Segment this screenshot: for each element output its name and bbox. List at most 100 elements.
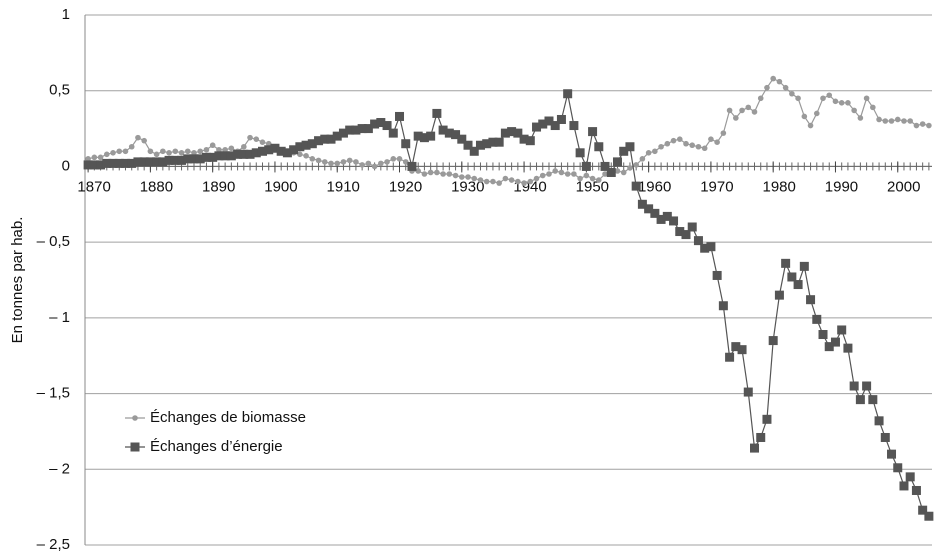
data-point bbox=[183, 154, 193, 164]
x-tick-label: 1970 bbox=[700, 178, 733, 195]
data-point bbox=[340, 159, 347, 165]
data-point bbox=[887, 449, 897, 459]
data-point bbox=[83, 160, 93, 170]
data-point bbox=[203, 146, 210, 153]
data-point bbox=[102, 158, 112, 168]
data-point bbox=[625, 142, 635, 152]
data-point bbox=[208, 152, 218, 162]
data-point bbox=[120, 158, 130, 168]
data-point bbox=[170, 155, 180, 165]
data-point bbox=[563, 89, 573, 99]
data-point bbox=[757, 95, 764, 102]
data-point bbox=[415, 168, 421, 174]
data-point bbox=[849, 381, 859, 391]
data-point bbox=[334, 160, 341, 167]
data-point bbox=[581, 161, 591, 171]
data-point bbox=[781, 258, 791, 268]
data-point bbox=[384, 159, 390, 165]
data-point bbox=[689, 142, 696, 149]
data-point bbox=[737, 345, 747, 355]
data-point bbox=[483, 178, 490, 185]
data-point bbox=[750, 443, 760, 453]
y-tick-label: – 0,5 bbox=[37, 233, 70, 250]
data-point bbox=[525, 136, 535, 146]
data-point bbox=[639, 156, 646, 162]
data-point bbox=[153, 151, 160, 158]
data-point bbox=[782, 84, 789, 91]
data-point bbox=[911, 485, 921, 495]
data-point bbox=[233, 149, 243, 159]
data-point bbox=[490, 178, 496, 185]
data-point bbox=[652, 148, 658, 155]
data-point bbox=[345, 125, 355, 135]
data-point bbox=[197, 148, 204, 155]
data-point bbox=[762, 414, 772, 424]
data-point bbox=[725, 352, 735, 362]
data-point bbox=[289, 145, 299, 155]
data-point bbox=[363, 124, 373, 134]
data-point bbox=[880, 432, 890, 442]
data-point bbox=[396, 156, 403, 162]
data-point bbox=[189, 154, 199, 164]
data-point bbox=[745, 104, 752, 111]
data-point bbox=[764, 84, 770, 91]
data-point bbox=[166, 150, 172, 156]
data-point bbox=[515, 178, 521, 185]
x-tick-label: 2000 bbox=[887, 178, 920, 195]
data-point bbox=[351, 125, 361, 135]
data-point bbox=[314, 136, 324, 146]
data-point bbox=[806, 295, 816, 305]
data-point bbox=[419, 133, 429, 143]
data-point bbox=[247, 134, 253, 141]
data-point bbox=[259, 139, 266, 145]
data-point bbox=[564, 171, 571, 177]
data-point bbox=[813, 110, 820, 117]
data-point bbox=[793, 280, 803, 290]
data-point bbox=[152, 157, 162, 167]
data-point bbox=[96, 160, 106, 170]
data-point bbox=[830, 337, 840, 347]
data-point bbox=[407, 161, 417, 171]
y-tick-label: 1 bbox=[62, 6, 70, 23]
data-point bbox=[602, 171, 608, 177]
x-tick-label: 1980 bbox=[763, 178, 796, 195]
data-point bbox=[851, 107, 857, 114]
data-point bbox=[799, 261, 809, 271]
data-point bbox=[824, 342, 834, 352]
data-point bbox=[888, 118, 895, 124]
data-point bbox=[371, 163, 378, 170]
data-point bbox=[326, 134, 336, 144]
data-point bbox=[513, 128, 523, 138]
data-point bbox=[216, 146, 222, 153]
data-point bbox=[502, 175, 509, 182]
data-point bbox=[700, 243, 710, 253]
data-point bbox=[496, 180, 502, 186]
data-point bbox=[477, 177, 484, 183]
data-point bbox=[222, 146, 228, 153]
data-point bbox=[195, 154, 205, 164]
data-point bbox=[644, 204, 654, 214]
x-tick-label: 1910 bbox=[327, 178, 360, 195]
data-point bbox=[676, 136, 683, 142]
data-point bbox=[390, 156, 397, 162]
data-point bbox=[843, 343, 853, 353]
data-point bbox=[451, 130, 461, 140]
data-point bbox=[612, 157, 622, 167]
data-point bbox=[440, 171, 446, 177]
data-point bbox=[177, 155, 187, 165]
data-point bbox=[876, 116, 882, 123]
data-point bbox=[500, 128, 510, 138]
data-point bbox=[670, 137, 677, 144]
data-point bbox=[482, 139, 492, 149]
data-point bbox=[627, 165, 633, 171]
data-point bbox=[905, 472, 915, 482]
data-point bbox=[733, 115, 739, 121]
data-point bbox=[421, 171, 428, 177]
data-point bbox=[147, 148, 154, 155]
data-point bbox=[588, 127, 598, 137]
x-tick-label: 1900 bbox=[264, 178, 297, 195]
data-point bbox=[893, 463, 903, 473]
data-point bbox=[774, 290, 784, 300]
x-tick-label: 1950 bbox=[576, 178, 609, 195]
